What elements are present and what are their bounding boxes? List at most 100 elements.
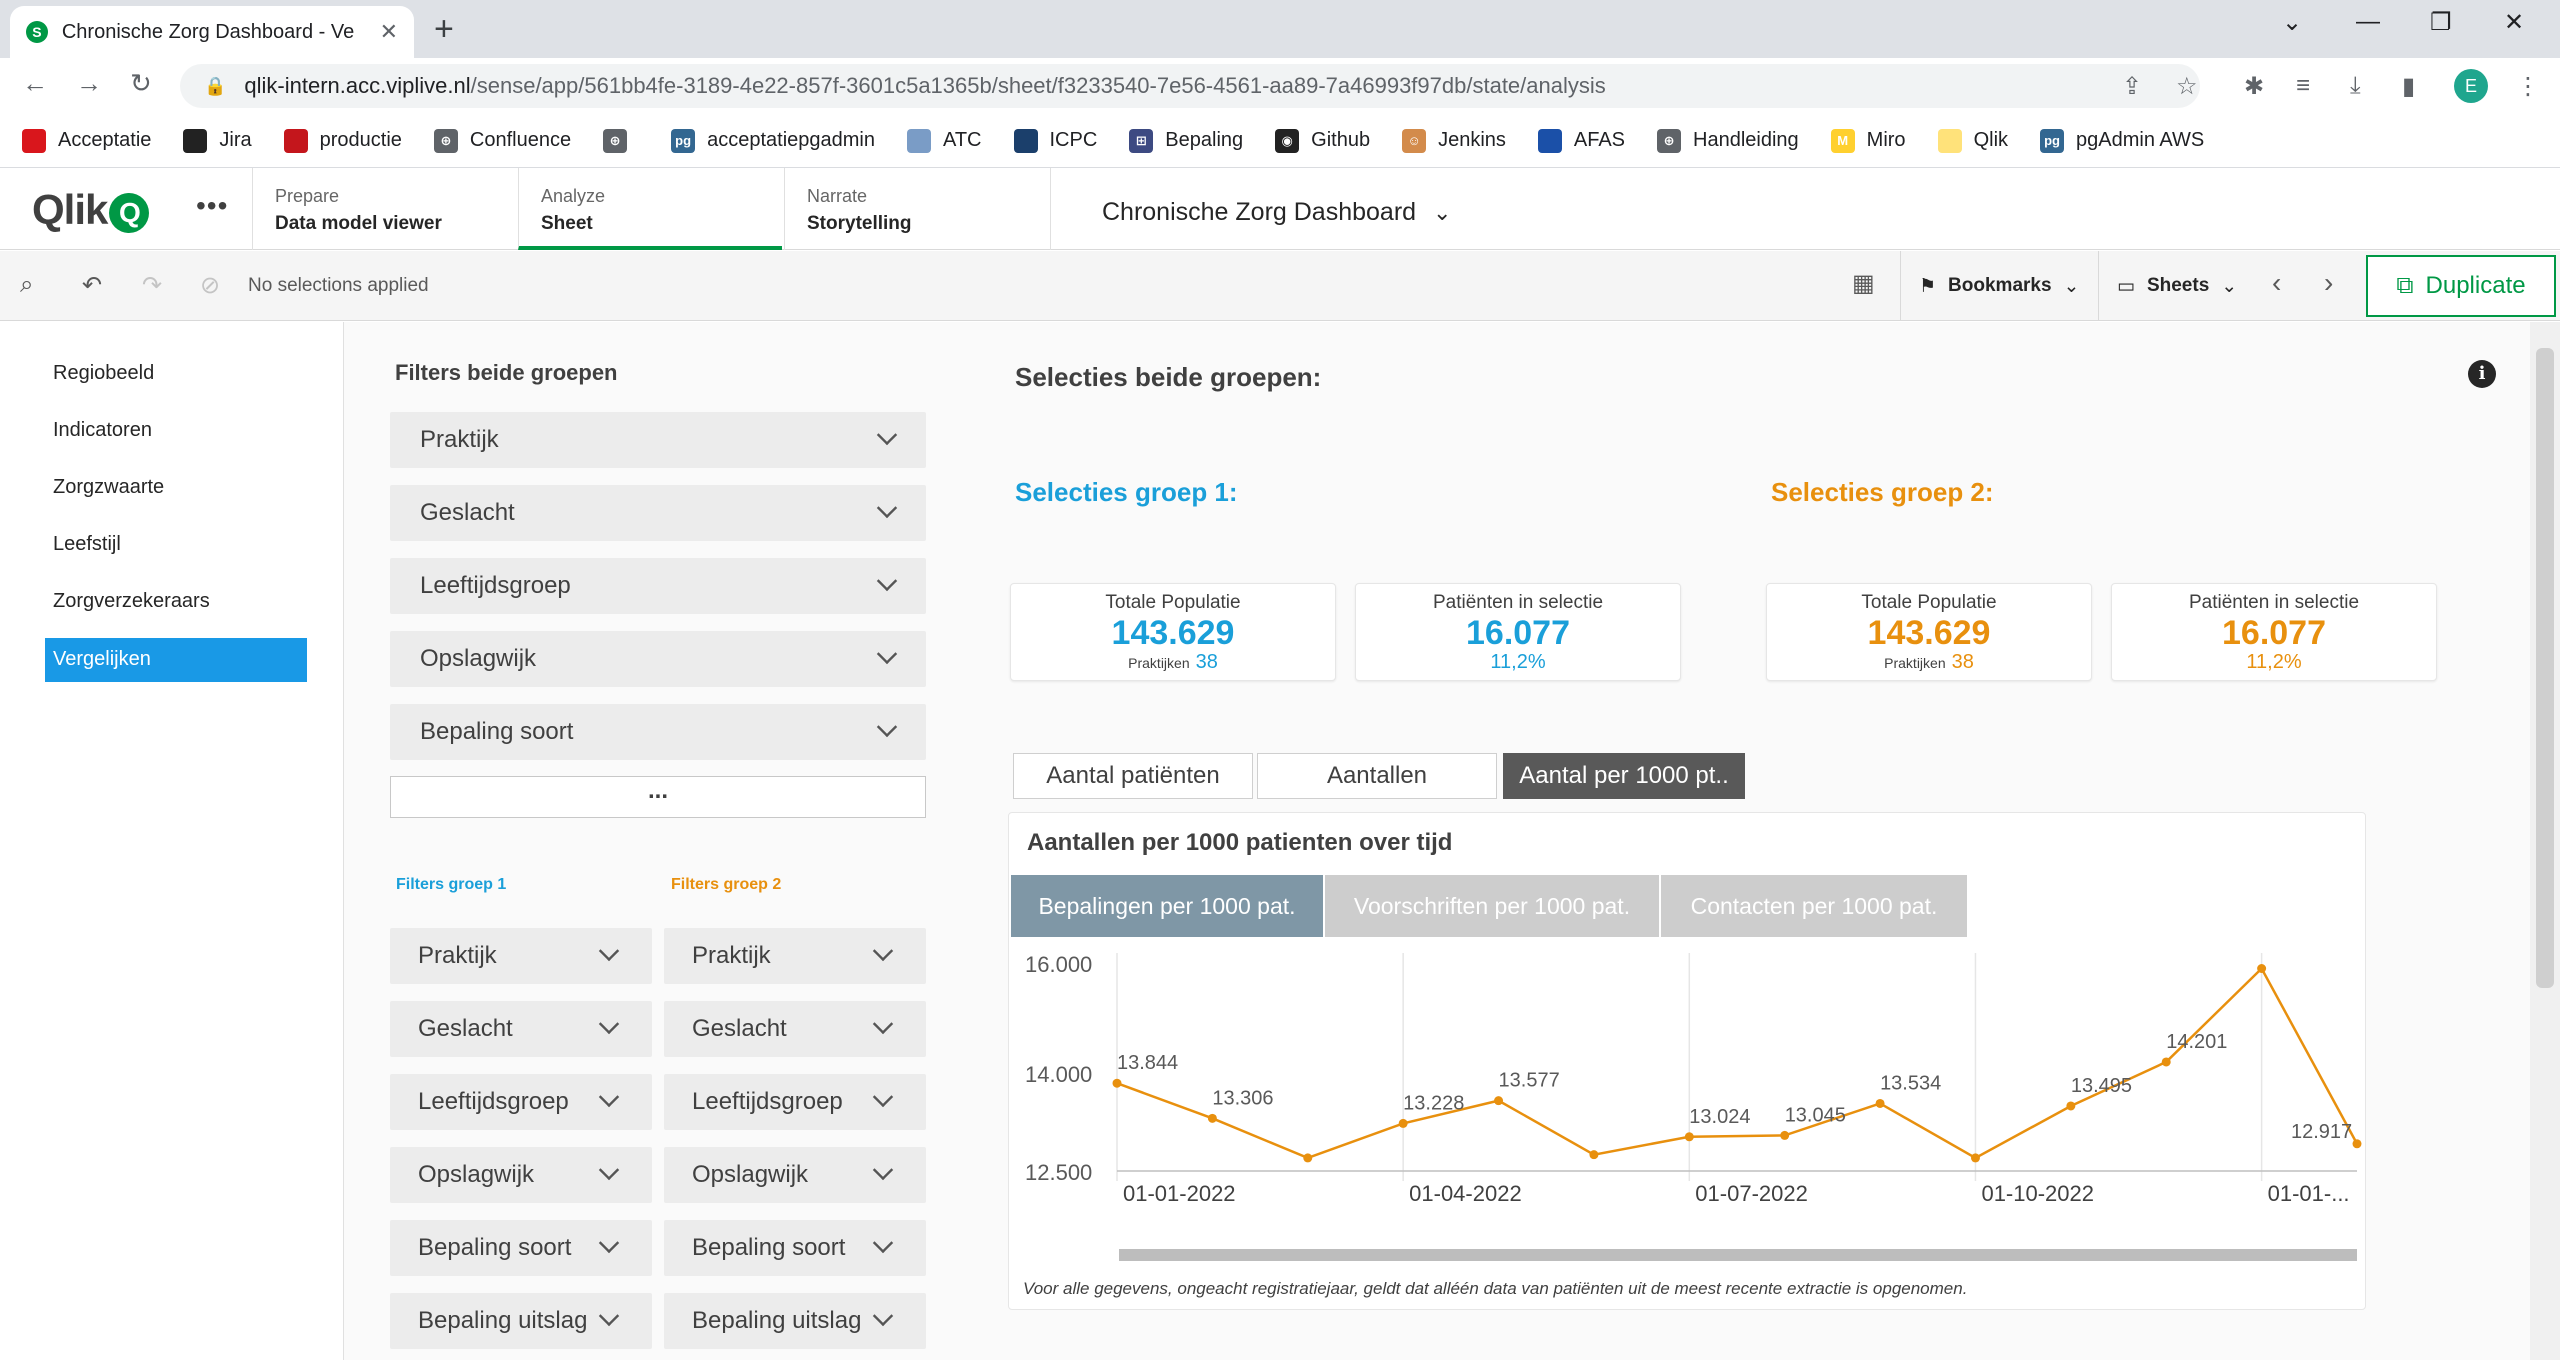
filter-both-geslacht[interactable]: Geslacht	[390, 485, 926, 541]
bookmark-item[interactable]: ⊞ Bepaling	[1129, 128, 1243, 153]
next-sheet-icon[interactable]: ›	[2324, 267, 2334, 298]
sheet-nav-indicatoren[interactable]: Indicatoren	[53, 419, 152, 441]
kpi-label: Patiënten in selectie	[2188, 592, 2360, 613]
restore-icon[interactable]: ❐	[2430, 9, 2452, 36]
grid-view-icon[interactable]: ▦	[1852, 270, 1875, 297]
sheet-nav-vergelijken[interactable]: Vergelijken	[45, 638, 307, 682]
forward-arrow-icon[interactable]: →	[76, 68, 102, 98]
previous-sheet-icon[interactable]: ‹	[2272, 267, 2282, 298]
data-point	[1494, 1096, 1504, 1106]
filter-group2-0[interactable]: Praktijk	[664, 928, 926, 984]
bookmark-item[interactable]: pg pgAdmin AWS	[2040, 128, 2204, 153]
filter-group2-3[interactable]: Opslagwijk	[664, 1147, 926, 1203]
filter-group2-5[interactable]: Bepaling uitslag	[664, 1293, 926, 1349]
profile-avatar[interactable]: E	[2454, 69, 2488, 103]
data-point	[1970, 1153, 1980, 1163]
side-panel-icon[interactable]: ▮	[2402, 73, 2416, 100]
bookmark-item[interactable]: AFAS	[1537, 128, 1625, 153]
bookmark-item[interactable]: ATC	[906, 128, 982, 153]
filter-group1-1[interactable]: Geslacht	[390, 1001, 652, 1057]
reload-icon[interactable]: ↻	[130, 68, 152, 98]
view-tab-aantal-patienten[interactable]: Aantal patiënten	[1013, 753, 1253, 799]
browser-tab-title: Chronische Zorg Dashboard - Ve	[61, 20, 355, 43]
filter-both-opslagwijk[interactable]: Opslagwijk	[390, 631, 926, 687]
filter-both-bepaling-soort[interactable]: Bepaling soort	[390, 704, 926, 760]
filter-group1-3[interactable]: Opslagwijk	[390, 1147, 652, 1203]
filter-label: Bepaling soort	[418, 1234, 572, 1261]
scrollbar-thumb[interactable]	[2536, 348, 2554, 988]
new-tab-icon[interactable]: +	[434, 10, 454, 48]
filter-both-praktijk[interactable]: Praktijk	[390, 412, 926, 468]
bookmark-item[interactable]: Jira	[183, 128, 252, 153]
filter-group2-1[interactable]: Geslacht	[664, 1001, 926, 1057]
sheet-nav-zorgzwaarte[interactable]: Zorgzwaarte	[53, 476, 165, 498]
data-label: 12.917	[2291, 1121, 2352, 1143]
x-tick-label: 01-10-2022	[1981, 1181, 2094, 1206]
bookmark-item[interactable]: Acceptatie	[22, 128, 151, 153]
bookmarks-button[interactable]: ⚑ Bookmarks ⌄	[1900, 251, 2098, 321]
chart-tab-contacten[interactable]: Contacten per 1000 pat.	[1661, 875, 1967, 937]
info-icon[interactable]: i	[2468, 360, 2496, 388]
tab-analyze[interactable]: Analyze Sheet	[518, 168, 782, 250]
bookmark-item[interactable]: pg acceptatiepgadmin	[671, 128, 875, 153]
bookmark-item[interactable]: ◉ Github	[1275, 128, 1370, 153]
bookmark-item[interactable]: ICPC	[1013, 128, 1097, 153]
sheet-nav-regiobeeld[interactable]: Regiobeeld	[53, 362, 155, 384]
filter-group2-4[interactable]: Bepaling soort	[664, 1220, 926, 1276]
view-tab-aantal-per-1000[interactable]: Aantal per 1000 pt..	[1503, 753, 1745, 799]
browser-tab[interactable]: S Chronische Zorg Dashboard - Ve ✕	[10, 6, 414, 58]
close-window-icon[interactable]: ✕	[2504, 9, 2525, 36]
bookmark-item[interactable]: M Miro	[1830, 128, 1906, 153]
share-icon[interactable]: ⇪	[2122, 73, 2143, 100]
media-list-icon[interactable]: ≡	[2296, 72, 2311, 99]
chart-tab-voorschriften[interactable]: Voorschriften per 1000 pat.	[1325, 875, 1659, 937]
tab-search-chevron-icon[interactable]: ⌄	[2282, 9, 2303, 36]
tab-narrate[interactable]: Narrate Storytelling	[784, 168, 1048, 250]
x-tick-label: 01-04-2022	[1409, 1181, 1522, 1206]
extensions-icon[interactable]: ✱	[2244, 73, 2265, 100]
address-bar[interactable]: 🔒 qlik-intern.acc.viplive.nl/sense/app/5…	[180, 64, 2200, 108]
sheets-button[interactable]: ▭ Sheets ⌄	[2098, 251, 2254, 321]
bookmark-favicon-icon: ☺	[1402, 128, 1427, 153]
more-filters-button[interactable]: ...	[390, 776, 926, 818]
duplicate-button[interactable]: ⧉ Duplicate	[2366, 255, 2556, 317]
filter-label: Bepaling soort	[692, 1234, 846, 1261]
bookmark-item[interactable]: Qlik	[1937, 128, 2008, 153]
clear-selections-icon[interactable]: ⊘	[200, 272, 221, 299]
download-icon[interactable]: ⤓	[2350, 72, 2361, 99]
filter-group1-0[interactable]: Praktijk	[390, 928, 652, 984]
chart-tab-bepalingen[interactable]: Bepalingen per 1000 pat.	[1011, 875, 1323, 937]
data-label: 13.495	[2071, 1075, 2132, 1097]
bookmark-favicon-icon: ⊞	[1129, 128, 1154, 153]
more-options-icon[interactable]: •••	[196, 190, 229, 221]
smart-search-icon[interactable]: ⌕	[20, 271, 34, 298]
bookmark-item[interactable]: ⊕ Handleiding	[1657, 128, 1799, 153]
filter-both-leeftijdsgroep[interactable]: Leeftijdsgroep	[390, 558, 926, 614]
selections-both-heading: Selecties beide groepen:	[1015, 362, 1322, 392]
tab-prepare[interactable]: Prepare Data model viewer	[252, 168, 514, 250]
bookmark-star-icon[interactable]: ☆	[2176, 73, 2198, 100]
back-arrow-icon[interactable]: ←	[22, 68, 48, 98]
step-forward-icon[interactable]: ↷	[142, 272, 163, 299]
vertical-scrollbar[interactable]	[2530, 322, 2560, 1360]
browser-menu-icon[interactable]: ⋮	[2516, 73, 2540, 100]
filter-group1-5[interactable]: Bepaling uitslag	[390, 1293, 652, 1349]
bookmark-item[interactable]: productie	[283, 128, 402, 153]
filter-group1-4[interactable]: Bepaling soort	[390, 1220, 652, 1276]
filter-group2-2[interactable]: Leeftijdsgroep	[664, 1074, 926, 1130]
close-tab-icon[interactable]: ✕	[379, 19, 398, 44]
bookmark-item[interactable]: ☺ Jenkins	[1402, 128, 1506, 153]
series-line	[1116, 966, 2359, 1160]
tab-narrate-big: Storytelling	[807, 213, 912, 234]
step-back-icon[interactable]: ↶	[82, 272, 103, 299]
bookmark-item[interactable]: ⊕ Confluence	[433, 128, 571, 153]
qlik-logo[interactable]: Qlik Q	[32, 186, 150, 234]
sheet-nav-leefstijl[interactable]: Leefstijl	[53, 533, 121, 555]
minimize-icon[interactable]: —	[2356, 8, 2380, 35]
bookmark-item[interactable]: ⊕	[603, 128, 639, 153]
filter-group1-2[interactable]: Leeftijdsgroep	[390, 1074, 652, 1130]
sheet-nav-zorgverzekeraars[interactable]: Zorgverzekeraars	[53, 590, 210, 612]
app-title-dropdown[interactable]: Chronische Zorg Dashboard ⌄	[1102, 198, 1451, 227]
view-tab-aantallen[interactable]: Aantallen	[1257, 753, 1497, 799]
data-point	[1398, 1118, 1408, 1128]
